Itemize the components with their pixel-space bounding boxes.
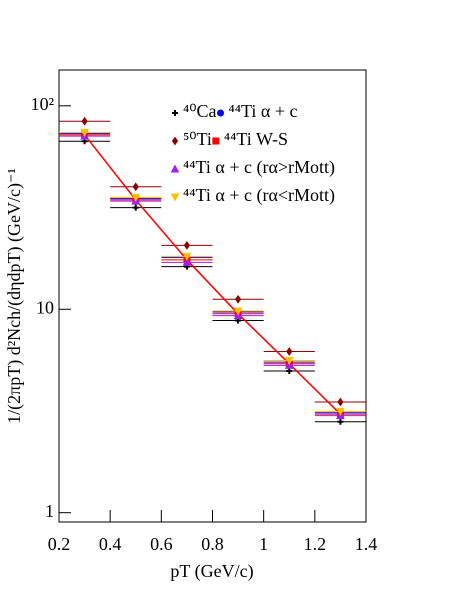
marker: [80, 128, 89, 137]
marker: [131, 193, 141, 202]
x-tick-label: 1.4: [355, 534, 378, 554]
x-tick-label: 0.6: [150, 534, 173, 554]
legend-label: ⁴⁴Ti α + c: [229, 101, 298, 121]
marker: [170, 193, 180, 202]
legend-label: ⁴⁴Ti α + c (rα>rMott): [183, 157, 335, 178]
marker: [234, 294, 242, 304]
marker: [286, 368, 293, 375]
marker: [284, 356, 294, 366]
y-tick-label: 10: [36, 297, 54, 317]
x-tick-label: 0.2: [48, 534, 71, 554]
marker: [284, 360, 294, 369]
marker: [132, 204, 139, 211]
legend-label: ⁴⁰Ca: [183, 101, 217, 121]
marker: [172, 110, 178, 116]
marker: [286, 347, 293, 356]
marker: [217, 109, 224, 117]
y-tick-label: 1: [45, 501, 54, 521]
marker: [182, 257, 192, 266]
marker: [182, 252, 192, 261]
legend-label: ⁴⁴Ti W-S: [224, 129, 288, 149]
y-axis-label: 1/(2πpT) d²Nch/(dηdpT) (GeV/c)⁻¹: [4, 168, 25, 424]
marker: [132, 182, 139, 192]
x-tick-label: 0.4: [99, 534, 122, 554]
x-tick-label: 1.2: [304, 534, 327, 554]
x-axis-label: pT (GeV/c): [170, 561, 253, 582]
marker: [337, 418, 344, 425]
legend-label: ⁵⁰Ti: [183, 129, 212, 149]
x-tick-label: 1: [259, 534, 268, 554]
marker: [336, 407, 345, 416]
x-tick-label: 0.8: [201, 534, 224, 554]
fit-line: [83, 134, 341, 415]
marker: [81, 116, 88, 126]
marker: [171, 136, 179, 146]
marker: [170, 164, 180, 173]
marker: [233, 307, 243, 316]
y-tick-label: 10²: [31, 94, 54, 114]
marker: [337, 397, 344, 407]
marker: [212, 137, 220, 145]
legend-label: ⁴⁴Ti α + c (rα<rMott): [183, 185, 335, 206]
marker: [183, 241, 191, 250]
